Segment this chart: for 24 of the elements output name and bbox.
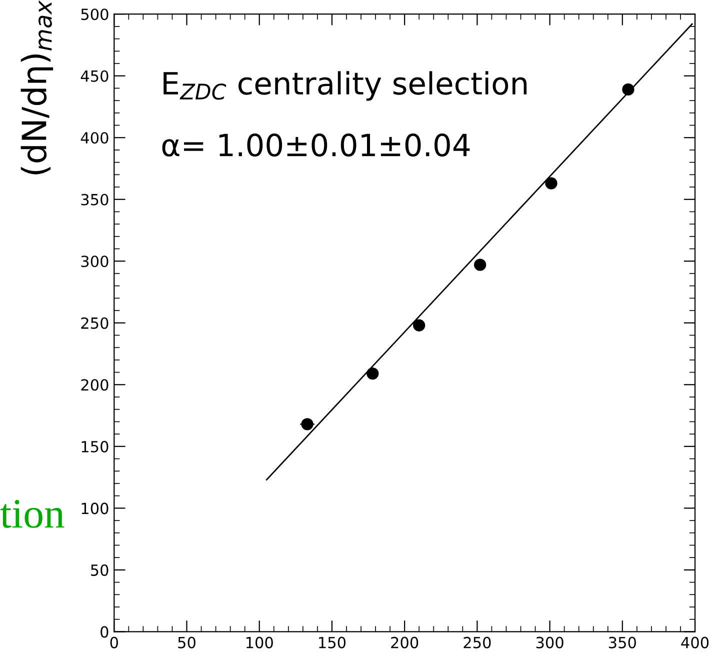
y-tick-label: 0 [100, 626, 108, 638]
y-tick-label: 100 [82, 502, 108, 514]
annotation: E$_{ZDC}$ centrality selection [164, 71, 527, 101]
x-tick-label: 100 [246, 636, 273, 648]
y-axis-title: (dN/dη)$_{max}$ [20, 0, 54, 174]
y-tick-label: 350 [81, 194, 108, 206]
x-tick-label: 350 [608, 636, 636, 648]
x-tick-label: 200 [391, 636, 418, 648]
y-tick-label: 450 [80, 70, 108, 82]
x-tick-label: 250 [464, 636, 491, 648]
y-tick-label: 500 [81, 8, 108, 20]
x-tick-label: 150 [319, 636, 346, 648]
x-tick-label: 400 [681, 636, 709, 648]
text: tion [0, 500, 64, 528]
y-tick-label: 250 [81, 317, 108, 329]
x-tick-label: 50 [178, 636, 196, 648]
y-tick-label: 150 [82, 440, 108, 452]
y-tick-label: 300 [81, 256, 108, 268]
x-tick-label: 0 [110, 636, 118, 648]
y-tick-label: 200 [81, 379, 108, 391]
annotation: α= 1.00±0.01±0.04 [162, 133, 470, 157]
x-tick-label: 300 [536, 636, 564, 648]
y-tick-label: 400 [80, 132, 108, 144]
y-tick-label: 50 [91, 564, 108, 576]
